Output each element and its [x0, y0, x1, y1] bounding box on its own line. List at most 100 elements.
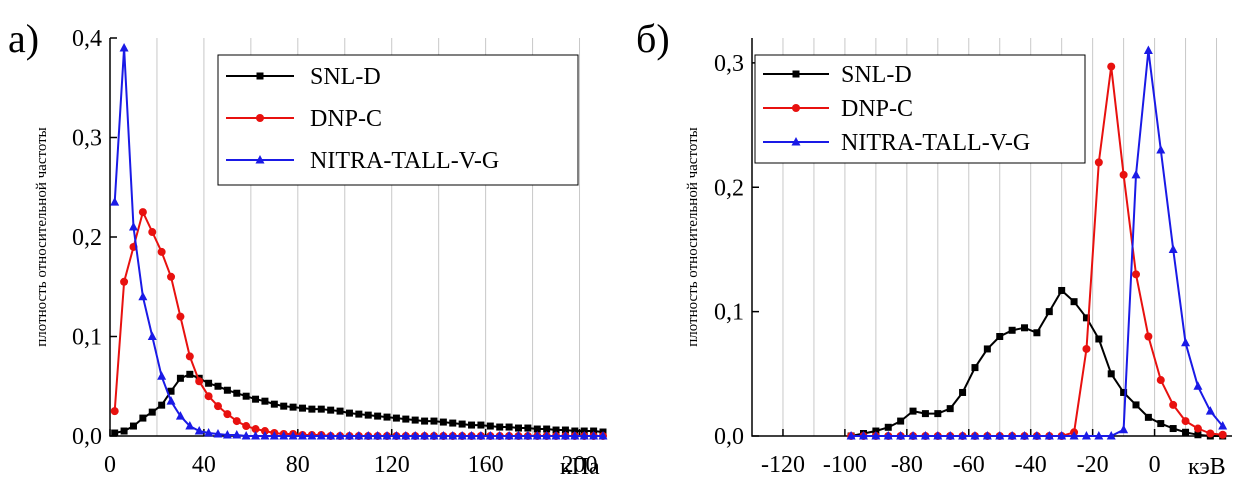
data-point	[920, 431, 930, 440]
data-point	[458, 420, 466, 428]
series-snl-d	[111, 370, 607, 437]
x-axis-ticks: 0 40 80 120 160 200	[104, 429, 598, 478]
x-tick-label: -100	[823, 452, 867, 478]
data-point	[946, 405, 954, 413]
data-point	[344, 431, 354, 440]
data-point	[1131, 169, 1141, 179]
y-axis-label: плотность относительной частоты	[34, 127, 50, 347]
x-tick-label: 0	[104, 452, 116, 478]
data-point	[327, 406, 335, 414]
data-point	[884, 423, 892, 431]
legend-marker	[792, 70, 800, 78]
data-point	[120, 277, 129, 286]
data-point	[194, 426, 204, 435]
data-point	[1120, 388, 1128, 396]
y-axis-ticks: 0,0 0,1 0,2 0,3 0,4	[72, 26, 117, 450]
data-point	[1007, 431, 1017, 440]
y-tick-label: 0,4	[72, 26, 102, 52]
data-point	[934, 410, 942, 418]
data-point	[411, 416, 419, 424]
data-point	[166, 396, 176, 405]
y-tick-label: 0,3	[714, 51, 744, 77]
data-point	[958, 431, 968, 440]
data-point	[504, 431, 514, 440]
data-point	[317, 405, 325, 413]
data-point	[363, 431, 373, 440]
data-point	[897, 417, 905, 425]
data-point	[1156, 144, 1166, 154]
data-point	[1193, 424, 1202, 433]
y-tick-label: 0,0	[72, 424, 102, 450]
data-point	[1082, 314, 1090, 322]
data-point	[496, 423, 504, 431]
x-unit-label: кэВ	[1188, 454, 1226, 480]
data-point	[232, 417, 241, 426]
data-point	[1193, 381, 1203, 390]
data-point	[1143, 45, 1153, 54]
data-point	[1008, 326, 1016, 334]
data-point	[467, 431, 477, 440]
data-point	[111, 429, 119, 437]
data-point	[933, 431, 943, 440]
legend-label: DNP-C	[841, 96, 913, 122]
x-axis-ticks: -120 -100 -80 -60 -40 -20 0	[761, 429, 1161, 478]
data-point	[1021, 324, 1029, 332]
data-point	[1094, 158, 1103, 167]
data-point	[1144, 332, 1153, 341]
data-point	[374, 412, 382, 420]
data-point	[1020, 431, 1030, 440]
data-point	[438, 431, 448, 440]
data-point	[279, 431, 289, 440]
series-nitra-tall-v-g	[110, 42, 608, 440]
data-point	[1069, 431, 1079, 440]
data-point	[223, 386, 231, 394]
y-tick-label: 0,2	[72, 225, 102, 251]
data-point	[251, 431, 261, 440]
data-point	[289, 403, 297, 411]
y-tick-label: 0,2	[714, 175, 744, 201]
data-point	[533, 425, 541, 433]
data-point	[110, 407, 119, 416]
data-point	[204, 428, 214, 437]
data-point	[223, 410, 232, 419]
data-point	[505, 423, 513, 431]
data-point	[1058, 286, 1066, 294]
data-point	[1107, 370, 1115, 378]
data-point	[138, 291, 148, 301]
data-point	[1081, 431, 1091, 440]
data-point	[1218, 421, 1228, 430]
legend: SNL-D DNP-C NITRA-TALL-V-G	[754, 54, 1086, 164]
x-tick-label: -80	[891, 452, 923, 478]
data-point	[383, 413, 391, 421]
data-point	[148, 408, 156, 416]
data-point	[1169, 425, 1177, 433]
data-point	[213, 402, 222, 411]
data-point	[214, 382, 222, 390]
data-point	[373, 431, 383, 440]
y-tick-label: 0,0	[714, 424, 744, 450]
data-point	[551, 431, 561, 440]
series-line	[113, 211, 603, 437]
data-point	[176, 374, 184, 382]
data-point	[846, 431, 856, 440]
data-point	[129, 422, 137, 430]
data-point	[1094, 431, 1104, 440]
data-point	[157, 371, 167, 380]
data-point	[532, 431, 542, 440]
data-point	[883, 431, 893, 440]
data-point	[299, 404, 307, 412]
x-tick-label: 40	[192, 452, 216, 478]
data-point	[185, 352, 194, 361]
data-point	[242, 422, 251, 431]
x-tick-label: 160	[468, 452, 504, 478]
panel-label: а)	[8, 16, 39, 61]
data-point	[128, 222, 138, 231]
data-point	[326, 431, 336, 440]
data-point	[495, 431, 505, 440]
data-point	[167, 272, 176, 281]
data-point	[552, 426, 560, 434]
data-point	[1218, 430, 1227, 439]
data-point	[1082, 344, 1091, 353]
data-point	[222, 430, 232, 439]
